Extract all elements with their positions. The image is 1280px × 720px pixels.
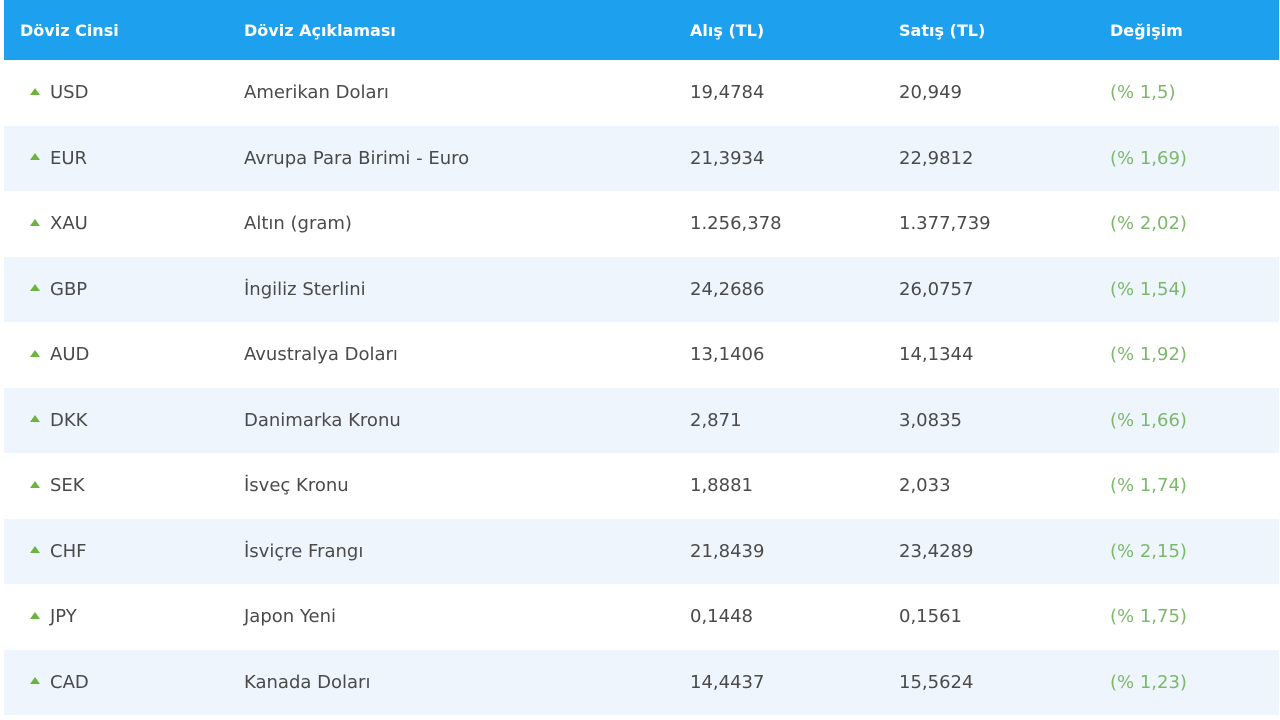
buy-rate: 24,2686	[690, 278, 765, 300]
change-value: (% 1,5)	[1110, 82, 1176, 104]
currency-code: DKK	[50, 409, 88, 431]
currency-code: JPY	[50, 606, 77, 628]
up-arrow-icon	[30, 677, 40, 685]
currency-description: Avrupa Para Birimi - Euro	[244, 147, 470, 169]
buy-rate: 1.256,378	[690, 213, 782, 235]
table-row[interactable]: EUR Avrupa Para Birimi - Euro 21,3934 22…	[4, 125, 1279, 191]
buy-rate: 14,4437	[690, 671, 765, 693]
sell-rate: 1.377,739	[899, 213, 991, 235]
currency-description: Avustralya Doları	[244, 344, 398, 366]
buy-rate: 19,4784	[690, 82, 765, 104]
table-row[interactable]: SEK İsveç Kronu 1,8881 2,033 (% 1,74)	[4, 453, 1279, 519]
table-row[interactable]: USD Amerikan Doları 19,4784 20,949 (% 1,…	[4, 60, 1279, 126]
change-value: (% 2,15)	[1110, 540, 1187, 562]
buy-rate: 0,1448	[690, 606, 753, 628]
sell-rate: 14,1344	[899, 344, 974, 366]
currency-code: USD	[50, 82, 89, 104]
table-body: USD Amerikan Doları 19,4784 20,949 (% 1,…	[4, 60, 1279, 715]
change-value: (% 1,92)	[1110, 344, 1187, 366]
change-value: (% 2,02)	[1110, 213, 1187, 235]
header-buy[interactable]: Alış (TL)	[690, 20, 765, 40]
sell-rate: 22,9812	[899, 147, 974, 169]
currency-description: Kanada Doları	[244, 671, 371, 693]
currency-code: CHF	[50, 540, 87, 562]
sell-rate: 3,0835	[899, 409, 962, 431]
up-arrow-icon	[30, 546, 40, 554]
currency-description: Amerikan Doları	[244, 82, 389, 104]
sell-rate: 20,949	[899, 82, 962, 104]
sell-rate: 26,0757	[899, 278, 974, 300]
currency-description: İsviçre Frangı	[244, 540, 364, 562]
sell-rate: 0,1561	[899, 606, 962, 628]
buy-rate: 2,871	[690, 409, 742, 431]
sell-rate: 23,4289	[899, 540, 974, 562]
buy-rate: 13,1406	[690, 344, 765, 366]
table-row[interactable]: DKK Danimarka Kronu 2,871 3,0835 (% 1,66…	[4, 387, 1279, 453]
up-arrow-icon	[30, 349, 40, 357]
header-description[interactable]: Döviz Açıklaması	[244, 20, 396, 40]
up-arrow-icon	[30, 87, 40, 95]
currency-description: Japon Yeni	[244, 606, 336, 628]
change-value: (% 1,69)	[1110, 147, 1187, 169]
currency-code: SEK	[50, 475, 85, 497]
currency-code: CAD	[50, 671, 89, 693]
header-sell[interactable]: Satış (TL)	[899, 20, 986, 40]
table-row[interactable]: JPY Japon Yeni 0,1448 0,1561 (% 1,75)	[4, 584, 1279, 650]
up-arrow-icon	[30, 611, 40, 619]
currency-code: XAU	[50, 213, 88, 235]
currency-description: İsveç Kronu	[244, 475, 349, 497]
buy-rate: 21,8439	[690, 540, 765, 562]
currency-description: Danimarka Kronu	[244, 409, 401, 431]
header-code[interactable]: Döviz Cinsi	[20, 20, 119, 40]
currency-description: Altın (gram)	[244, 213, 352, 235]
change-value: (% 1,66)	[1110, 409, 1187, 431]
sell-rate: 2,033	[899, 475, 951, 497]
up-arrow-icon	[30, 153, 40, 161]
sell-rate: 15,5624	[899, 671, 974, 693]
table-row[interactable]: CHF İsviçre Frangı 21,8439 23,4289 (% 2,…	[4, 518, 1279, 584]
up-arrow-icon	[30, 218, 40, 226]
table-row[interactable]: XAU Altın (gram) 1.256,378 1.377,739 (% …	[4, 191, 1279, 257]
currency-table: Döviz Cinsi Döviz Açıklaması Alış (TL) S…	[4, 0, 1279, 720]
header-change[interactable]: Değişim	[1110, 20, 1183, 40]
up-arrow-icon	[30, 480, 40, 488]
buy-rate: 1,8881	[690, 475, 753, 497]
currency-description: İngiliz Sterlini	[244, 278, 366, 300]
table-row[interactable]: CAD Kanada Doları 14,4437 15,5624 (% 1,2…	[4, 649, 1279, 715]
currency-code: GBP	[50, 278, 88, 300]
currency-code: AUD	[50, 344, 90, 366]
change-value: (% 1,23)	[1110, 671, 1187, 693]
currency-code: EUR	[50, 147, 88, 169]
change-value: (% 1,54)	[1110, 278, 1187, 300]
up-arrow-icon	[30, 284, 40, 292]
table-row[interactable]: GBP İngiliz Sterlini 24,2686 26,0757 (% …	[4, 256, 1279, 322]
up-arrow-icon	[30, 415, 40, 423]
change-value: (% 1,74)	[1110, 475, 1187, 497]
table-row[interactable]: AUD Avustralya Doları 13,1406 14,1344 (%…	[4, 322, 1279, 388]
change-value: (% 1,75)	[1110, 606, 1187, 628]
table-header: Döviz Cinsi Döviz Açıklaması Alış (TL) S…	[4, 0, 1279, 60]
buy-rate: 21,3934	[690, 147, 765, 169]
